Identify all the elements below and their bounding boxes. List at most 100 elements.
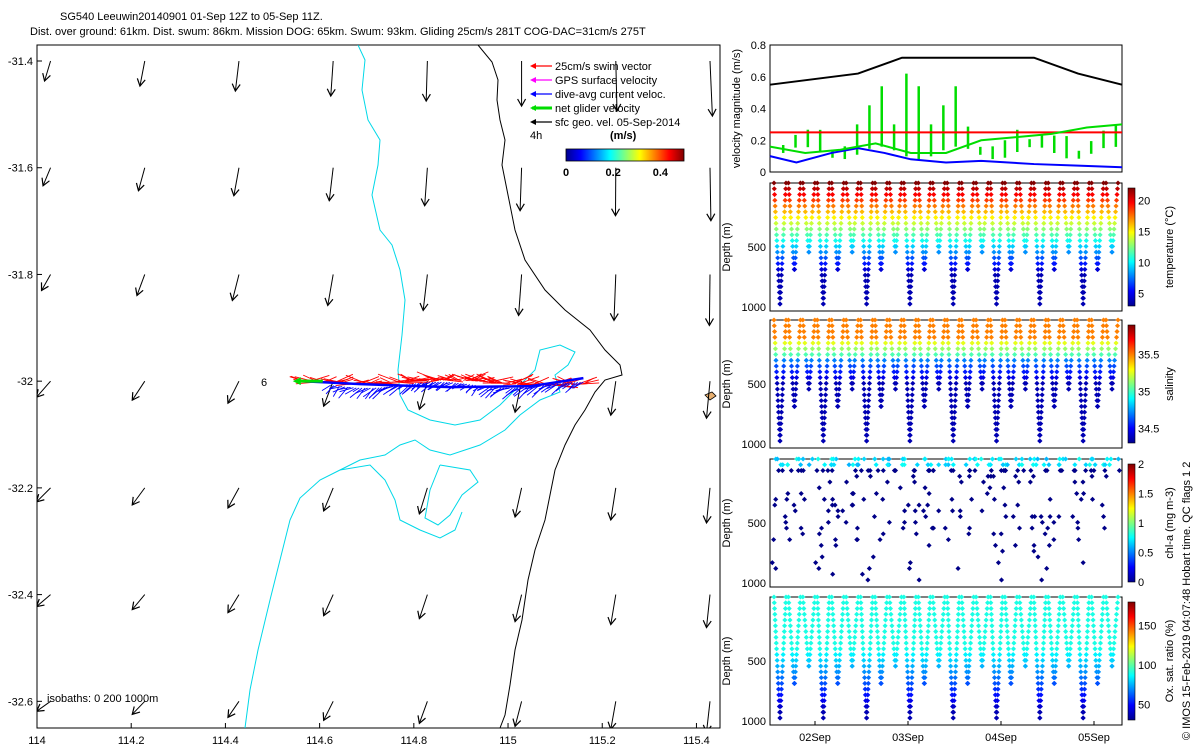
profile-data-point [795,629,801,635]
profile-data-point [1031,328,1037,335]
velocity-y-tick-label: 0.8 [751,40,766,52]
profile-data-point [975,617,981,623]
profile-data-point [806,380,813,386]
profile-data-point [923,386,929,392]
profile-data-point [800,467,806,474]
profile-data-point [896,209,902,215]
profile-data-point [1033,226,1039,232]
profile-data-point [794,652,800,658]
legend-arrowhead [530,105,536,111]
profile-data-point [891,369,897,375]
profile-data-point [871,514,878,520]
profile-data-point [829,328,836,335]
profile-data-point [966,249,972,255]
profile-data-point [1025,220,1031,226]
profile-data-point [1016,525,1023,531]
profile-data-point [804,363,810,369]
profile-data-point [788,634,794,640]
profile-data-point [785,594,791,600]
profile-data-point [1060,600,1066,606]
profile-data-point [1108,456,1114,462]
profile-data-point [910,652,916,658]
profile-data-point [1063,220,1069,226]
velocity-arrow-head [136,78,146,88]
profile-data-point [1013,473,1019,479]
profile-data-point [950,295,957,301]
profile-data-point [824,369,830,375]
profile-data-point [1011,640,1017,646]
profile-data-point [911,634,917,640]
profile-data-point [924,363,930,369]
profile-data-point [953,657,959,663]
profile-data-point [989,209,995,215]
profile-data-point [839,203,845,209]
velocity-arrow-head [41,177,50,187]
profile-data-point [1113,197,1120,203]
profile-data-point [1021,467,1027,474]
profile-data-point [967,369,973,375]
velocity-arrow [709,167,712,221]
profile-data-point [869,334,875,340]
profile-data-point [959,594,965,600]
profile-data-point [1045,525,1051,531]
profile-data-point [908,421,914,427]
profile-data-point [1071,328,1077,335]
profile-data-point [922,675,928,681]
profile-data-point [867,640,873,646]
profile-data-point [1032,352,1039,358]
profile-data-point [821,284,827,290]
profile-data-point [1090,334,1096,340]
profile-data-point [1085,346,1091,352]
profile-data-point [816,634,822,640]
profile-data-point [975,203,981,209]
profile-data-point [925,346,931,352]
profile-data-point [1098,629,1104,635]
profile-data-point [835,675,841,681]
velocity-arrow-head [227,709,236,719]
profile-colorbar-tick-label: 2 [1138,459,1144,471]
profile-data-point [1057,600,1063,606]
profile-data-point [901,328,908,335]
profile-data-point [1076,623,1082,629]
profile-data-point [989,629,995,635]
profile-colorbar-tick-label: 5 [1138,289,1144,301]
velocity-arrow [227,487,240,509]
profile-data-point [952,409,958,415]
map-y-tick-label: -31.4 [8,56,33,68]
profile-data-point [835,514,841,520]
profile-data-point [1016,594,1022,600]
profile-data-point [1090,617,1096,623]
profile-data-point [963,386,969,392]
profile-data-point [833,249,839,255]
profile-data-point [912,203,918,209]
isobath-200m [244,45,576,728]
profile-data-point [1089,186,1095,192]
profile-data-point [1102,467,1108,474]
profile-data-point [835,508,841,514]
profile-colorbar-tick-label: 35.5 [1138,350,1159,362]
profile-data-point [1078,675,1084,681]
profile-data-point [1076,537,1082,543]
profile-data-point [873,334,879,340]
profile-data-point [853,623,859,629]
velocity-arrow-head [512,718,522,728]
profile-data-point [1031,317,1037,323]
profile-data-point [803,352,809,358]
profile-data-point [1004,346,1010,352]
profile-data-point [1056,197,1062,203]
current-vector [386,385,400,393]
profile-data-point [1085,623,1091,629]
profile-data-point [992,403,998,409]
profile-data-point [927,605,933,612]
profile-data-point [908,686,914,692]
current-vector [329,386,343,390]
profile-data-point [816,565,822,571]
profile-data-point [1041,215,1047,221]
profile-data-point [913,600,919,606]
profile-data-point [1009,663,1015,669]
velocity-arrow-head [702,724,712,728]
current-vector [338,387,351,391]
profile-data-point [1061,334,1067,340]
current-vector [551,382,564,395]
profile-data-point [911,363,917,369]
